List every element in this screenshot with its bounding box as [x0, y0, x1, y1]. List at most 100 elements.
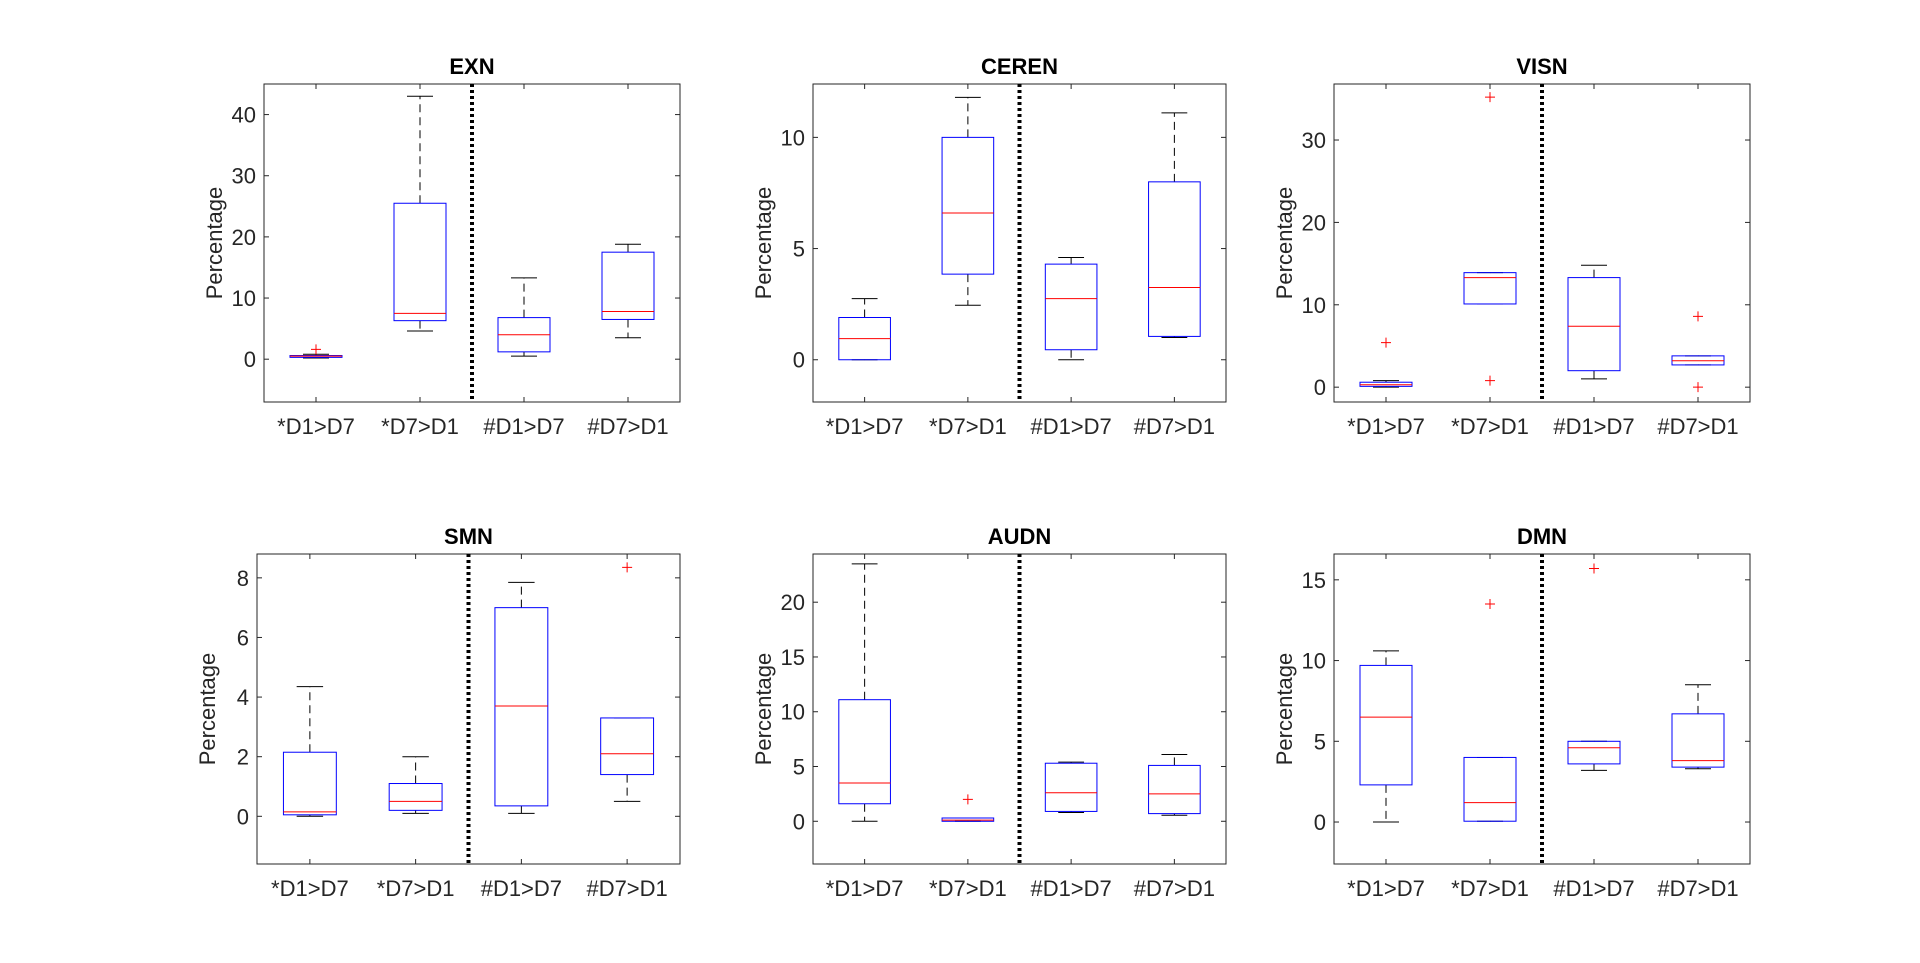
outlier-marker — [1485, 375, 1495, 386]
iqr-box — [941, 817, 995, 822]
y-tick-label: 8 — [237, 566, 249, 591]
y-tick-label: 0 — [237, 804, 249, 829]
axes-frame — [1333, 553, 1751, 865]
y-tick-label: 10 — [1302, 293, 1326, 318]
iqr-box — [393, 202, 447, 322]
iqr-box — [1463, 756, 1517, 822]
outlier-marker — [1589, 563, 1599, 574]
y-tick-label: 10 — [1302, 649, 1326, 674]
y-tick-label: 10 — [781, 125, 805, 150]
category-label: *D1>D7 — [1347, 876, 1425, 901]
box-*D7>D1 — [1463, 92, 1517, 386]
category-label: *D7>D1 — [381, 414, 459, 439]
box-*D7>D1 — [1463, 599, 1517, 822]
iqr-box — [1463, 272, 1517, 305]
y-tick-label: 5 — [793, 237, 805, 262]
box-#D1>D7 — [1567, 563, 1621, 771]
y-tick-label: 0 — [1314, 810, 1326, 835]
y-tick-label: 15 — [1302, 568, 1326, 593]
category-label: #D7>D1 — [1134, 876, 1215, 901]
outlier-marker — [622, 562, 633, 573]
category-label: *D7>D1 — [1451, 876, 1529, 901]
iqr-box — [1044, 762, 1098, 812]
boxplot-panel-exn: EXN 0 10 20 30 40 Percentage *D1>D7 *D7>D1 #D1>D7… — [202, 54, 681, 439]
outlier-marker — [1693, 311, 1703, 322]
y-tick-label: 0 — [244, 347, 256, 372]
iqr-box — [600, 717, 655, 776]
box-#D7>D1 — [1148, 112, 1201, 339]
category-label: *D1>D7 — [271, 876, 349, 901]
y-tick-label: 4 — [237, 685, 249, 710]
y-tick-label: 30 — [1302, 128, 1326, 153]
y-tick-label: 5 — [1314, 729, 1326, 754]
outlier-marker — [1381, 337, 1391, 348]
iqr-box — [838, 699, 891, 805]
box-*D1>D7 — [838, 298, 891, 361]
iqr-box — [1148, 764, 1201, 815]
y-tick-label: 40 — [232, 103, 256, 128]
iqr-box — [1567, 277, 1621, 372]
outlier-marker — [311, 344, 321, 355]
category-label: *D7>D1 — [377, 876, 455, 901]
y-tick-label: 20 — [1302, 210, 1326, 235]
panel-title: VISN — [1516, 54, 1567, 79]
box-#D7>D1 — [601, 243, 655, 339]
outlier-marker — [1485, 599, 1495, 610]
panel-title: DMN — [1517, 524, 1567, 549]
y-axis-label: Percentage — [1272, 187, 1297, 300]
category-label: #D1>D7 — [1030, 414, 1111, 439]
box-#D1>D7 — [497, 277, 551, 357]
y-axis-label: Percentage — [195, 653, 220, 766]
category-label: #D7>D1 — [1134, 414, 1215, 439]
box-*D1>D7 — [1359, 337, 1413, 388]
y-tick-label: 30 — [232, 164, 256, 189]
y-tick-label: 10 — [232, 286, 256, 311]
box-*D1>D7 — [282, 686, 337, 817]
boxplot-panel-ceren: CEREN 0 5 10 Percentage *D1>D7 *D7>D1 #D1>D7 #D7… — [751, 54, 1227, 439]
iqr-box — [1567, 740, 1621, 765]
box-*D1>D7 — [838, 563, 891, 822]
iqr-box — [388, 783, 443, 811]
iqr-box — [1148, 181, 1201, 337]
box-*D7>D1 — [393, 95, 447, 332]
box-#D7>D1 — [1148, 753, 1201, 816]
panel-title: SMN — [444, 524, 493, 549]
box-#D1>D7 — [1044, 256, 1098, 361]
category-label: *D7>D1 — [929, 414, 1007, 439]
category-label: *D1>D7 — [826, 414, 904, 439]
iqr-box — [1044, 263, 1098, 351]
outlier-marker — [1693, 382, 1703, 393]
category-label: *D7>D1 — [929, 876, 1007, 901]
category-label: #D1>D7 — [1553, 414, 1634, 439]
category-label: *D1>D7 — [277, 414, 355, 439]
category-label: #D1>D7 — [1553, 876, 1634, 901]
y-axis-label: Percentage — [1272, 653, 1297, 766]
boxplot-panel-visn: VISN 0 10 20 30 Percentage *D1>D7 *D7>D1 #D1>D7 #… — [1272, 54, 1751, 439]
box-*D1>D7 — [1359, 650, 1413, 823]
category-label: #D1>D7 — [481, 876, 562, 901]
y-tick-label: 20 — [232, 225, 256, 250]
panel-title: CEREN — [981, 54, 1058, 79]
box-#D7>D1 — [1671, 684, 1725, 770]
y-tick-label: 0 — [793, 348, 805, 373]
y-tick-label: 0 — [793, 809, 805, 834]
box-#D1>D7 — [494, 581, 549, 814]
axes-frame — [812, 553, 1227, 865]
y-tick-label: 10 — [781, 700, 805, 725]
iqr-box — [941, 136, 995, 275]
box-#D1>D7 — [1567, 264, 1621, 380]
category-label: *D1>D7 — [1347, 414, 1425, 439]
category-label: #D7>D1 — [1657, 414, 1738, 439]
y-tick-label: 0 — [1314, 375, 1326, 400]
category-label: #D7>D1 — [586, 876, 667, 901]
iqr-box — [1359, 664, 1413, 786]
box-*D7>D1 — [941, 96, 995, 306]
iqr-box — [494, 607, 549, 807]
panel-title: EXN — [449, 54, 494, 79]
category-label: #D1>D7 — [1030, 876, 1111, 901]
y-axis-label: Percentage — [751, 653, 776, 766]
box-*D1>D7 — [289, 344, 343, 359]
iqr-box — [282, 751, 337, 816]
panel-title: AUDN — [988, 524, 1052, 549]
